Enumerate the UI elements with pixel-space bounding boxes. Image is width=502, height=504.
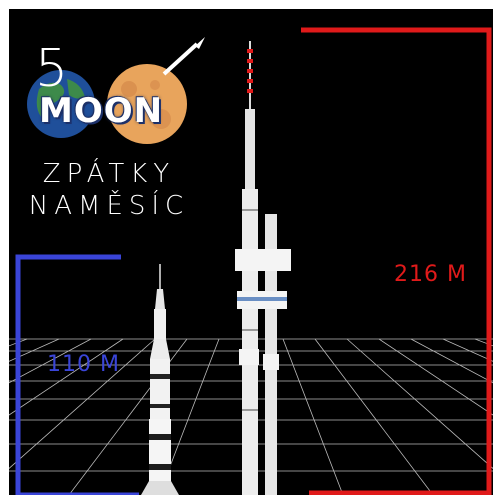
saturn-v-rocket [141, 264, 179, 495]
poster-stage: 5 MOON ZPÁTKY NAMĚSÍC 110 M 216 M [9, 9, 493, 495]
zizkov-tower [235, 41, 291, 495]
saturn-v-height-label: 110 M [47, 352, 120, 377]
saturn-v-height-bracket [15, 254, 139, 495]
logo-graphic [27, 37, 205, 144]
logo-moon-word: MOON [39, 91, 164, 131]
logo-number: 5 [35, 39, 69, 99]
tower-height-bracket [301, 27, 492, 495]
tower-height-label: 216 M [394, 262, 467, 287]
poster-artwork [9, 27, 493, 495]
logo-line-2: NAMĚSÍC [28, 191, 190, 221]
logo-line-1: ZPÁTKY [42, 159, 176, 189]
